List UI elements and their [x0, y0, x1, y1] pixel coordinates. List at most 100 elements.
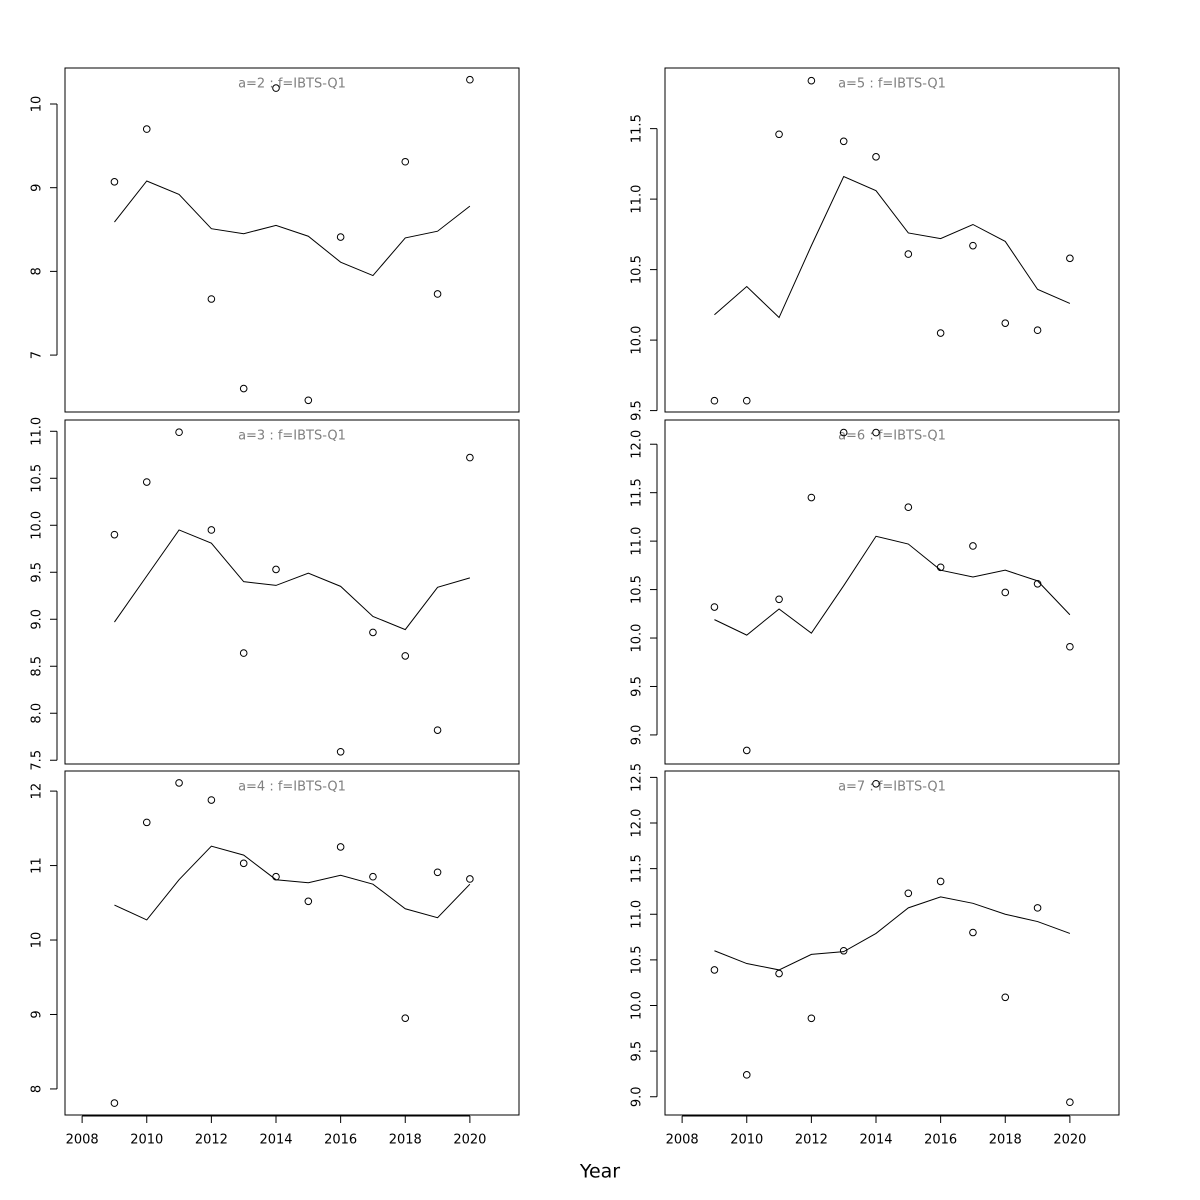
y-tick-label: 10.5	[630, 575, 645, 604]
y-tick-label: 9.5	[630, 1041, 645, 1062]
y-tick-label: 10	[30, 96, 45, 113]
data-point	[872, 153, 880, 161]
data-point	[272, 84, 280, 92]
y-tick-label: 11.0	[630, 527, 645, 556]
y-tick-label: 11.5	[630, 854, 645, 883]
y-tick-label: 11.0	[30, 417, 45, 446]
x-tick-label: 2016	[924, 1133, 957, 1148]
data-point	[775, 130, 783, 139]
data-point	[936, 329, 945, 337]
data-point	[433, 868, 442, 877]
plot-frame	[64, 770, 520, 1116]
data-point	[807, 76, 816, 85]
x-tick-label: 2018	[989, 1133, 1022, 1148]
panel-title: a=5 : f=IBTS-Q1	[838, 77, 946, 92]
x-tick-label: 2020	[453, 1133, 486, 1148]
data-point	[710, 603, 719, 611]
data-point	[1066, 642, 1074, 651]
y-tick-label: 10	[30, 932, 45, 949]
y-tick-label: 11.0	[630, 900, 645, 929]
x-tick-label: 2014	[859, 1133, 892, 1148]
panel-title: a=6 : f=IBTS-Q1	[838, 429, 946, 444]
y-tick-label: 9.5	[30, 562, 45, 583]
y-tick-label: 7	[30, 351, 45, 359]
data-point	[369, 872, 377, 881]
y-tick-label: 10.5	[630, 255, 645, 284]
fit-line	[714, 175, 1071, 319]
data-point	[904, 250, 913, 258]
plot-frame	[664, 67, 1120, 413]
panel-title: a=2 : f=IBTS-Q1	[238, 77, 346, 92]
x-tick-label: 2014	[259, 1133, 292, 1148]
data-point	[175, 779, 183, 787]
y-tick-label: 10.5	[30, 464, 45, 493]
data-point	[969, 928, 977, 937]
data-point	[207, 796, 216, 804]
y-tick-label: 11.0	[630, 185, 645, 214]
data-point	[207, 526, 216, 534]
y-tick-label: 9	[30, 184, 45, 192]
data-point	[142, 125, 151, 133]
y-tick-label: 10.5	[630, 945, 645, 974]
data-point	[110, 1099, 119, 1107]
data-point	[207, 295, 216, 303]
data-point	[807, 1014, 816, 1023]
y-tick-label: 8.0	[30, 703, 45, 724]
data-point	[969, 241, 977, 250]
y-tick-label: 7.5	[30, 750, 45, 771]
plot-frame	[64, 419, 520, 765]
data-point	[336, 233, 345, 241]
panel-title: a=7 : f=IBTS-Q1	[838, 780, 946, 795]
data-point	[401, 157, 410, 166]
x-tick-label: 2010	[730, 1133, 763, 1148]
y-tick-label: 10.0	[630, 326, 645, 355]
data-point	[142, 818, 151, 827]
y-tick-label: 9.5	[630, 676, 645, 697]
y-tick-label: 10.0	[30, 511, 45, 540]
data-point	[775, 969, 783, 978]
data-point	[110, 178, 119, 186]
data-point	[369, 628, 377, 637]
data-point	[710, 966, 719, 974]
y-tick-label: 10.0	[630, 991, 645, 1020]
x-tick-label: 2008	[666, 1133, 699, 1148]
data-point	[1001, 993, 1010, 1002]
data-point	[1033, 904, 1042, 912]
y-tick-label: 10.0	[630, 624, 645, 653]
data-point	[742, 746, 751, 755]
data-point	[466, 75, 474, 84]
x-tick-label: 2016	[324, 1133, 357, 1148]
x-tick-label: 2010	[130, 1133, 163, 1148]
data-point	[1066, 1098, 1074, 1107]
data-point	[401, 1014, 410, 1023]
data-point	[239, 384, 248, 393]
fit-line	[114, 529, 471, 631]
y-tick-label: 8	[30, 1085, 45, 1093]
data-point	[401, 652, 410, 660]
data-point	[710, 396, 719, 405]
data-point	[142, 478, 151, 486]
fit-line	[714, 535, 1071, 636]
y-tick-label: 9.5	[630, 400, 645, 421]
y-tick-label: 11.5	[630, 114, 645, 143]
data-point	[936, 877, 945, 886]
data-point	[1033, 326, 1042, 335]
y-tick-label: 9.0	[30, 609, 45, 630]
y-tick-label: 12.0	[630, 430, 645, 459]
y-tick-label: 9.0	[630, 1086, 645, 1107]
data-point	[807, 493, 816, 502]
data-point	[336, 843, 345, 851]
y-tick-label: 11	[30, 857, 45, 874]
data-point	[466, 453, 474, 462]
plot-frame	[64, 67, 520, 413]
x-tick-label: 2012	[795, 1133, 828, 1148]
data-point	[872, 428, 880, 437]
y-tick-label: 12	[30, 783, 45, 800]
data-point	[839, 946, 848, 955]
data-point	[433, 290, 442, 298]
data-point	[1066, 254, 1074, 263]
data-point	[839, 137, 848, 146]
fit-line	[114, 845, 471, 921]
plot-frame	[664, 419, 1120, 765]
x-axis-label: Year	[579, 1161, 620, 1183]
